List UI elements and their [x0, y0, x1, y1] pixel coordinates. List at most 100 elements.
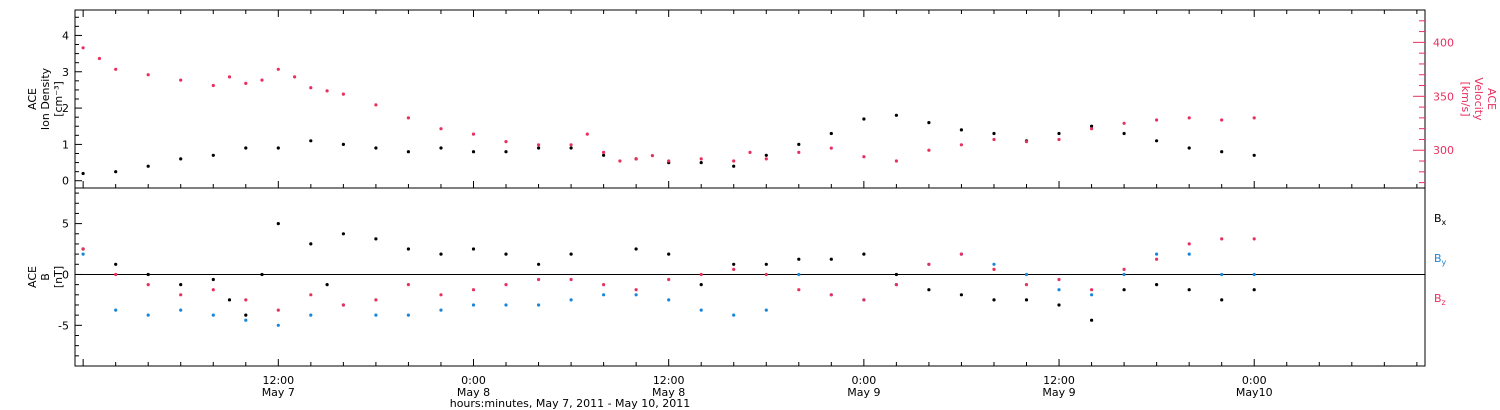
- velocity-point: [1057, 137, 1061, 142]
- by-point: [406, 313, 410, 317]
- legend-entry-bx: Bx: [1434, 212, 1447, 227]
- top-left-y-tick-label: 0: [62, 175, 69, 188]
- bz-point: [114, 272, 118, 277]
- by-point: [1122, 272, 1126, 277]
- bx-point: [374, 237, 378, 241]
- by-point: [244, 318, 248, 322]
- bx-point: [1252, 288, 1256, 292]
- velocity-point: [81, 46, 85, 50]
- by-point: [276, 323, 280, 327]
- bz-point: [504, 283, 508, 287]
- by-point: [1220, 272, 1224, 277]
- ion-density-point: [699, 161, 703, 165]
- by-point: [537, 303, 541, 307]
- x-tick-time-label: 0:00: [1242, 374, 1267, 387]
- bx-point: [959, 293, 964, 297]
- bottom-data-marks: [81, 222, 1256, 327]
- bx-point: [114, 262, 118, 266]
- top-left-axis-label-line-2: Ion Density: [39, 67, 52, 130]
- ion-density-point: [341, 142, 345, 146]
- velocity-point: [650, 154, 655, 158]
- velocity-point: [1252, 116, 1256, 120]
- bx-point: [227, 298, 232, 302]
- velocity-point: [244, 81, 248, 85]
- ion-density-point: [1252, 153, 1256, 157]
- bz-point: [146, 283, 150, 287]
- ion-density-point: [829, 131, 833, 136]
- ion-density-point: [732, 164, 736, 168]
- top-left-axis-label-line-3: [cm⁻³]: [52, 81, 65, 117]
- ion-density-point: [276, 146, 280, 150]
- bx-point: [276, 222, 280, 226]
- velocity-point: [959, 143, 964, 147]
- ion-density-point: [1057, 131, 1061, 136]
- velocity-point: [293, 75, 297, 79]
- by-point: [471, 303, 476, 307]
- bx-point: [309, 242, 313, 246]
- velocity-point: [439, 127, 443, 131]
- bx-point: [179, 283, 183, 287]
- velocity-point: [862, 155, 866, 159]
- velocity-point: [732, 159, 736, 163]
- bz-point: [927, 262, 931, 266]
- bx-point: [569, 252, 573, 256]
- ion-density-point: [471, 150, 476, 154]
- velocity-point: [1024, 140, 1029, 144]
- bz-point: [406, 283, 410, 287]
- ion-density-point: [797, 142, 801, 146]
- velocity-point: [309, 86, 313, 90]
- x-tick-day-label: May 9: [1042, 386, 1075, 399]
- velocity-point: [748, 150, 752, 154]
- bx-point: [894, 272, 899, 277]
- bx-point: [764, 262, 768, 266]
- bz-point: [537, 277, 541, 282]
- bz-point: [276, 308, 280, 312]
- bottom-left-y-tick-label: 0: [62, 268, 69, 281]
- ion-density-point: [1187, 146, 1191, 150]
- ion-density-point: [146, 164, 150, 168]
- bz-point: [1024, 283, 1029, 287]
- by-point: [1090, 293, 1094, 297]
- top-right-y-tick-label: 400: [1433, 36, 1454, 49]
- bz-point: [959, 252, 964, 256]
- legend-entry-bz: Bz: [1434, 292, 1446, 307]
- bx-point: [992, 298, 996, 302]
- by-point: [699, 308, 703, 312]
- legend-entry-by: By: [1434, 252, 1447, 267]
- velocity-point: [992, 137, 996, 142]
- x-tick-time-label: 12:00: [653, 374, 685, 387]
- by-point: [179, 308, 183, 312]
- bx-point: [829, 257, 833, 261]
- velocity-point: [927, 148, 931, 152]
- x-tick-time-label: 0:00: [461, 374, 486, 387]
- bx-point: [1155, 283, 1159, 287]
- bz-point: [309, 293, 313, 297]
- top-left-y-tick-label: 3: [62, 66, 69, 79]
- velocity-point: [602, 150, 606, 154]
- field-legend: Bx By Bz: [1434, 212, 1447, 307]
- x-tick-time-label: 12:00: [262, 374, 294, 387]
- bz-point: [634, 288, 638, 292]
- bz-point: [244, 298, 248, 302]
- top-axes: 0 1 2 3 4 300 350 400: [62, 16, 1454, 188]
- bz-point: [1220, 237, 1224, 241]
- bottom-left-axis-label-line-2: B: [39, 273, 52, 281]
- bx-point: [667, 252, 671, 256]
- velocity-point: [569, 143, 573, 147]
- by-point: [1057, 288, 1061, 292]
- velocity-point: [829, 146, 833, 150]
- x-tick-time-label: 0:00: [852, 374, 877, 387]
- velocity-point: [97, 56, 101, 61]
- ion-density-point: [602, 153, 606, 157]
- x-tick-time-label: 12:00: [1043, 374, 1075, 387]
- top-left-axis-label-line-1: ACE: [26, 88, 39, 110]
- by-point: [211, 313, 215, 317]
- by-point: [1155, 252, 1159, 256]
- bx-point: [1090, 318, 1094, 322]
- by-point: [504, 303, 508, 307]
- velocity-point: [1220, 118, 1224, 122]
- ion-density-point: [1155, 139, 1159, 143]
- velocity-point: [146, 73, 150, 77]
- by-point: [439, 308, 443, 312]
